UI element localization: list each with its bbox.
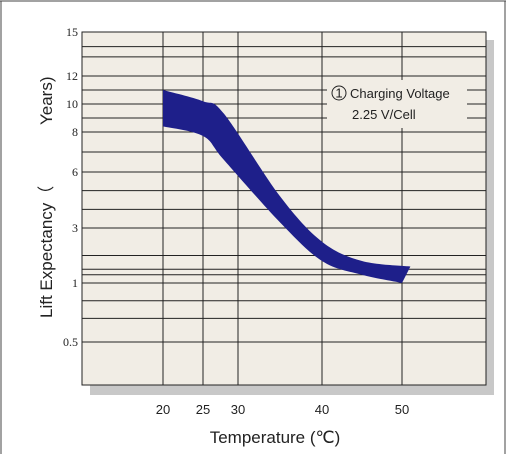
x-tick-labels: 20 25 30 40 50 <box>156 402 409 417</box>
y-tick-label: 12 <box>66 69 78 83</box>
y-tick-labels: 15 12 10 8 6 3 1 0.5 <box>63 25 78 349</box>
life-expectancy-band <box>163 90 411 283</box>
y-tick-label: 10 <box>66 97 78 111</box>
y-axis-title-part1: Lift Expectancy（ <box>37 186 56 318</box>
y-tick-label: 1 <box>72 276 78 290</box>
y-tick-label: 0.5 <box>63 335 78 349</box>
life-expectancy-band-area <box>163 90 411 283</box>
annotation-line1: Charging Voltage <box>350 86 450 101</box>
x-tick-label: 30 <box>231 402 245 417</box>
annotation-marker: 1 <box>335 86 342 101</box>
annotation-box <box>327 80 467 128</box>
x-tick-label: 20 <box>156 402 170 417</box>
x-tick-label: 50 <box>395 402 409 417</box>
x-axis-title: Temperature (℃) <box>210 428 341 447</box>
x-tick-label: 40 <box>315 402 329 417</box>
y-axis-title-part2: Years) <box>37 76 56 125</box>
y-tick-label: 15 <box>66 25 78 39</box>
y-tick-label: 3 <box>72 221 78 235</box>
x-tick-label: 25 <box>196 402 210 417</box>
y-tick-label: 8 <box>72 125 78 139</box>
annotation-marker-circle <box>331 85 347 101</box>
annotation-line2: 2.25 V/Cell <box>352 107 416 122</box>
y-tick-label: 6 <box>72 165 78 179</box>
